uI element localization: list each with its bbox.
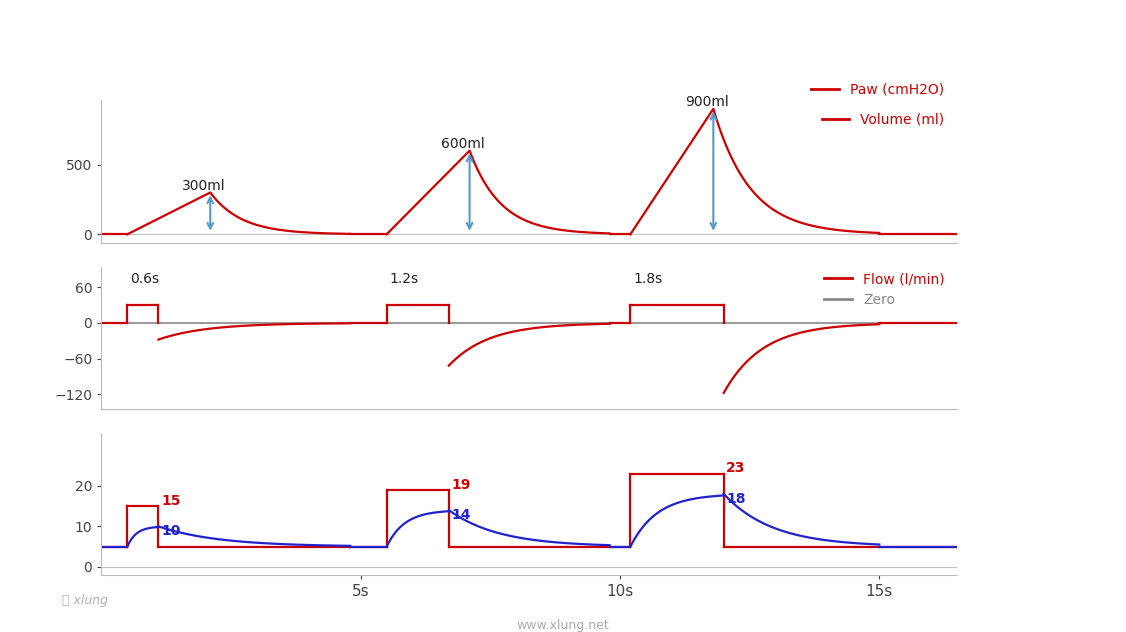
Text: 23: 23 xyxy=(726,461,745,475)
Text: 15: 15 xyxy=(161,494,180,508)
Legend: Paw (cmH2O), Palv (cmH2O): Paw (cmH2O), Palv (cmH2O) xyxy=(805,77,950,123)
Text: 900ml: 900ml xyxy=(685,95,729,109)
Text: 1.8s: 1.8s xyxy=(633,272,662,286)
Text: 10: 10 xyxy=(161,525,180,538)
Text: 19: 19 xyxy=(452,478,471,492)
Text: 300ml: 300ml xyxy=(181,179,225,193)
Text: www.xlung.net: www.xlung.net xyxy=(517,619,609,632)
Text: 0.6s: 0.6s xyxy=(129,272,159,286)
Text: 1.2s: 1.2s xyxy=(390,272,419,286)
Text: 14: 14 xyxy=(452,508,471,522)
Legend: Volume (ml): Volume (ml) xyxy=(816,107,950,133)
Text: ⓧ xlung: ⓧ xlung xyxy=(62,594,108,607)
Legend: Flow (l/min), Zero: Flow (l/min), Zero xyxy=(819,267,950,313)
Text: Volume Cycled (Controlled) Ventilation, VCV mode, changing VT: Volume Cycled (Controlled) Ventilation, … xyxy=(20,39,909,67)
Text: 18: 18 xyxy=(726,492,745,506)
Text: 600ml: 600ml xyxy=(441,137,485,151)
